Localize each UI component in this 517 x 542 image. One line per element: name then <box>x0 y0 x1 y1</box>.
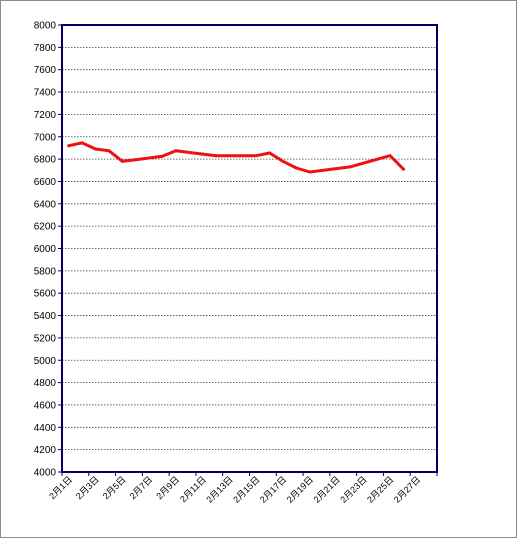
x-tick-label: 2月23日 <box>338 474 368 504</box>
x-tick-label: 2月7日 <box>128 474 155 501</box>
y-tick-label: 6000 <box>34 244 57 255</box>
y-tick-label: 6400 <box>34 199 57 210</box>
data-point <box>214 154 218 158</box>
x-tick-label: 2月19日 <box>285 474 315 504</box>
y-tick-label: 4600 <box>34 400 57 411</box>
y-tick-label: 6200 <box>34 222 57 233</box>
y-tick-label: 5400 <box>34 311 57 322</box>
data-point <box>294 166 298 170</box>
data-point <box>388 154 392 158</box>
y-tick-label: 4200 <box>34 445 57 456</box>
x-tick-label: 2月21日 <box>312 474 342 504</box>
y-tick-label: 7800 <box>34 43 57 54</box>
y-tick-label: 6800 <box>34 155 57 166</box>
y-tick-label: 5600 <box>34 289 57 300</box>
y-axis-ticks: 4000 4200 4400 4600 4800 5000 5200 5400 5600 5800… <box>34 21 62 479</box>
x-tick-label: 2月15日 <box>231 474 261 504</box>
data-point <box>80 141 84 145</box>
data-point <box>93 147 97 151</box>
y-tick-label: 6600 <box>34 177 57 188</box>
data-point <box>254 154 258 158</box>
data-point <box>134 158 138 162</box>
plot-area-border <box>61 24 438 473</box>
data-point <box>308 170 312 174</box>
x-tick-label: 2月27日 <box>392 474 422 504</box>
y-tick-label: 7200 <box>34 110 57 121</box>
x-tick-label: 2月13日 <box>204 474 234 504</box>
grid-lines <box>62 46 437 451</box>
y-tick-label: 7600 <box>34 65 57 76</box>
y-tick-label: 5800 <box>34 266 57 277</box>
data-point <box>281 159 285 163</box>
y-tick-label: 5200 <box>34 333 57 344</box>
x-tick-label: 2月17日 <box>258 474 288 504</box>
x-tick-label: 2月5日 <box>101 474 128 501</box>
x-tick-label: 2月3日 <box>74 474 101 501</box>
y-tick-label: 8000 <box>34 21 57 32</box>
data-point <box>160 154 164 158</box>
series-line <box>67 141 405 174</box>
data-point <box>201 152 205 156</box>
series-layer <box>67 141 406 174</box>
data-point <box>348 165 352 169</box>
y-tick-label: 7000 <box>34 132 57 143</box>
y-tick-label: 5000 <box>34 356 57 367</box>
data-point <box>402 167 406 171</box>
data-point <box>268 151 272 155</box>
x-tick-label: 2月25日 <box>365 474 395 504</box>
x-axis-ticks: 2月1日 2月3日 2月5日 2月7日 2月9日2月11日2月13日2月15日2月17日… <box>47 472 438 505</box>
data-point <box>174 149 178 153</box>
data-point <box>147 156 151 160</box>
data-point <box>107 149 111 153</box>
y-tick-label: 4400 <box>34 423 57 434</box>
x-tick-label: 2月11日 <box>178 474 208 504</box>
data-point <box>67 144 71 148</box>
y-tick-label: 4800 <box>34 378 57 389</box>
data-point <box>120 159 124 163</box>
y-tick-label: 4000 <box>34 468 57 479</box>
y-tick-label: 7400 <box>34 88 57 99</box>
